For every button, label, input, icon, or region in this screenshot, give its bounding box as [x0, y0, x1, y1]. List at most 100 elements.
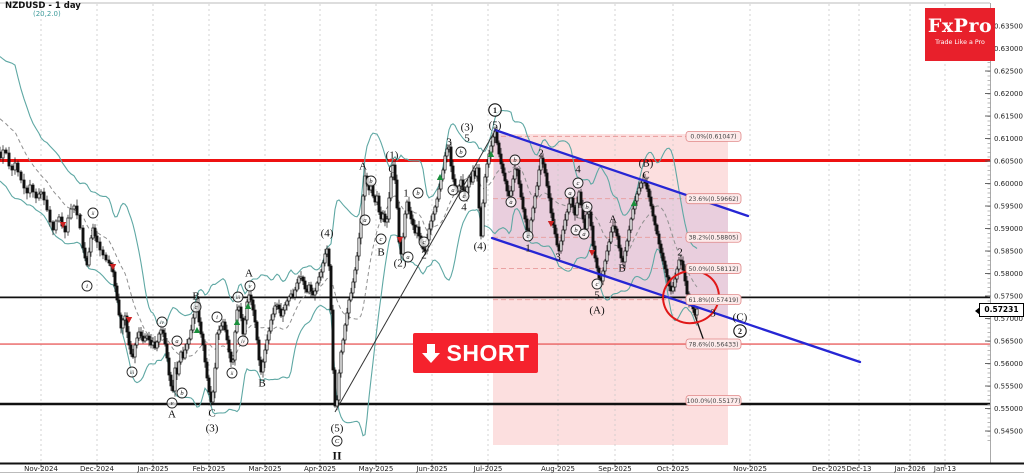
- svg-text:B: B: [192, 291, 199, 303]
- svg-text:c: c: [596, 281, 599, 288]
- impulse-trendline: [334, 128, 497, 413]
- svg-text:61.8%(0.57419): 61.8%(0.57419): [688, 297, 738, 304]
- svg-text:A: A: [168, 409, 176, 421]
- svg-text:Nov-2025: Nov-2025: [733, 465, 767, 473]
- svg-text:0.61500: 0.61500: [994, 113, 1023, 121]
- svg-text:a: a: [582, 231, 585, 238]
- svg-text:0.56500: 0.56500: [994, 338, 1023, 346]
- svg-text:b: b: [585, 204, 589, 211]
- time-gridlines: [40, 4, 946, 463]
- svg-text:a: a: [568, 190, 571, 197]
- svg-text:B: B: [258, 378, 265, 390]
- svg-text:1: 1: [403, 188, 409, 200]
- svg-text:a: a: [406, 254, 409, 261]
- symbol-title: NZDUSD - 1 day: [5, 1, 81, 11]
- svg-text:0.62500: 0.62500: [994, 68, 1023, 76]
- svg-text:0.59500: 0.59500: [994, 203, 1023, 211]
- svg-text:iii: iii: [236, 295, 241, 301]
- sell-arrow-icon: [396, 237, 404, 243]
- sell-arrow-icon: [547, 221, 555, 227]
- svg-text:(3): (3): [461, 122, 474, 134]
- svg-text:0.58000: 0.58000: [994, 270, 1023, 278]
- down-arrow-icon: [421, 343, 440, 363]
- svg-text:0.60500: 0.60500: [994, 158, 1023, 166]
- candlestick-series: [0, 126, 699, 411]
- buy-arrow-icon: [233, 319, 241, 325]
- svg-text:0.58500: 0.58500: [994, 248, 1023, 256]
- svg-text:A: A: [359, 161, 367, 173]
- svg-text:II: II: [332, 449, 342, 463]
- svg-text:a: a: [451, 187, 454, 194]
- svg-text:iv: iv: [160, 320, 164, 326]
- svg-text:0.63500: 0.63500: [994, 23, 1023, 31]
- price-projection-arrow: [692, 309, 706, 345]
- svg-text:Feb-2025: Feb-2025: [193, 465, 226, 473]
- svg-text:Sep-2025: Sep-2025: [598, 465, 632, 473]
- svg-text:2: 2: [421, 250, 427, 262]
- fxpro-tagline: Trade Like a Pro: [935, 39, 985, 46]
- svg-text:(C): (C): [733, 312, 748, 324]
- svg-text:c: c: [195, 304, 198, 311]
- svg-text:5: 5: [594, 290, 600, 302]
- highlight-ellipse: [662, 269, 720, 325]
- svg-text:ii: ii: [231, 371, 234, 377]
- svg-text:0.62000: 0.62000: [994, 90, 1023, 98]
- svg-text:1: 1: [525, 243, 531, 255]
- svg-text:0.54500: 0.54500: [994, 428, 1023, 436]
- svg-text:Dec-13: Dec-13: [847, 465, 872, 473]
- svg-text:c: c: [577, 180, 580, 187]
- svg-text:3: 3: [710, 308, 716, 320]
- svg-text:100.0%(0.55177): 100.0%(0.55177): [686, 398, 740, 405]
- indicator-settings-label: (20,2.0): [33, 10, 61, 18]
- svg-text:(4): (4): [474, 241, 487, 253]
- svg-text:C: C: [208, 408, 215, 420]
- svg-text:2: 2: [738, 327, 742, 336]
- time-axis: Nov-2024 Dec-2024 Jan-2025 Feb-2025 Mar-2025…: [0, 462, 1024, 473]
- sell-arrow-icon: [59, 222, 67, 228]
- svg-text:Jan-2025: Jan-2025: [136, 465, 168, 473]
- svg-text:0.56000: 0.56000: [994, 360, 1023, 368]
- bollinger-upper-band: [0, 56, 698, 325]
- svg-text:0.57500: 0.57500: [994, 293, 1023, 301]
- fib-projection-zone: [492, 130, 728, 445]
- svg-text:Jun-2025: Jun-2025: [415, 465, 447, 473]
- fib-level-labels: 0.0%(0.61047) 23.6%(0.59662) 38.2%(0.58805…: [685, 130, 742, 406]
- svg-text:(5): (5): [331, 423, 344, 435]
- short-label: SHORT: [446, 339, 530, 366]
- buy-arrow-icon: [436, 174, 444, 180]
- svg-text:23.6%(0.59662): 23.6%(0.59662): [688, 196, 738, 203]
- svg-text:b: b: [369, 178, 373, 185]
- buy-arrow-icon: [193, 327, 201, 333]
- svg-text:Jul-2025: Jul-2025: [473, 465, 503, 473]
- svg-text:A: A: [245, 268, 253, 280]
- svg-text:0.55500: 0.55500: [994, 383, 1023, 391]
- svg-text:(2): (2): [394, 258, 407, 270]
- svg-text:Jan-13: Jan-13: [933, 465, 956, 473]
- svg-text:5: 5: [464, 133, 470, 145]
- svg-text:Aug-2025: Aug-2025: [541, 465, 575, 473]
- svg-text:C: C: [642, 170, 649, 182]
- short-signal-badge: SHORT: [413, 333, 538, 373]
- svg-text:b: b: [574, 227, 578, 234]
- svg-text:Dec-2024: Dec-2024: [80, 465, 114, 473]
- fxpro-logo: FxPro Trade Like a Pro: [925, 8, 995, 61]
- svg-text:Mar-2025: Mar-2025: [248, 465, 281, 473]
- svg-text:B: B: [618, 263, 625, 275]
- svg-text:A: A: [609, 214, 617, 226]
- svg-text:c: c: [463, 193, 466, 200]
- price-axis: 0.63500 0.63000 0.62500 0.62000 0.61500 0.610…: [0, 2, 1023, 463]
- svg-text:78.6%(0.56433): 78.6%(0.56433): [688, 341, 738, 348]
- svg-text:3: 3: [555, 252, 561, 264]
- svg-text:(4): (4): [321, 228, 334, 240]
- current-price-tag: 0.57231: [975, 303, 1024, 317]
- svg-text:3: 3: [446, 137, 452, 149]
- svg-text:4: 4: [461, 202, 467, 214]
- svg-text:i: i: [86, 283, 88, 290]
- svg-text:iii: iii: [130, 370, 135, 376]
- svg-text:38.2%(0.58805): 38.2%(0.58805): [688, 235, 738, 242]
- svg-text:v: v: [249, 283, 252, 290]
- svg-text:(3): (3): [206, 423, 219, 435]
